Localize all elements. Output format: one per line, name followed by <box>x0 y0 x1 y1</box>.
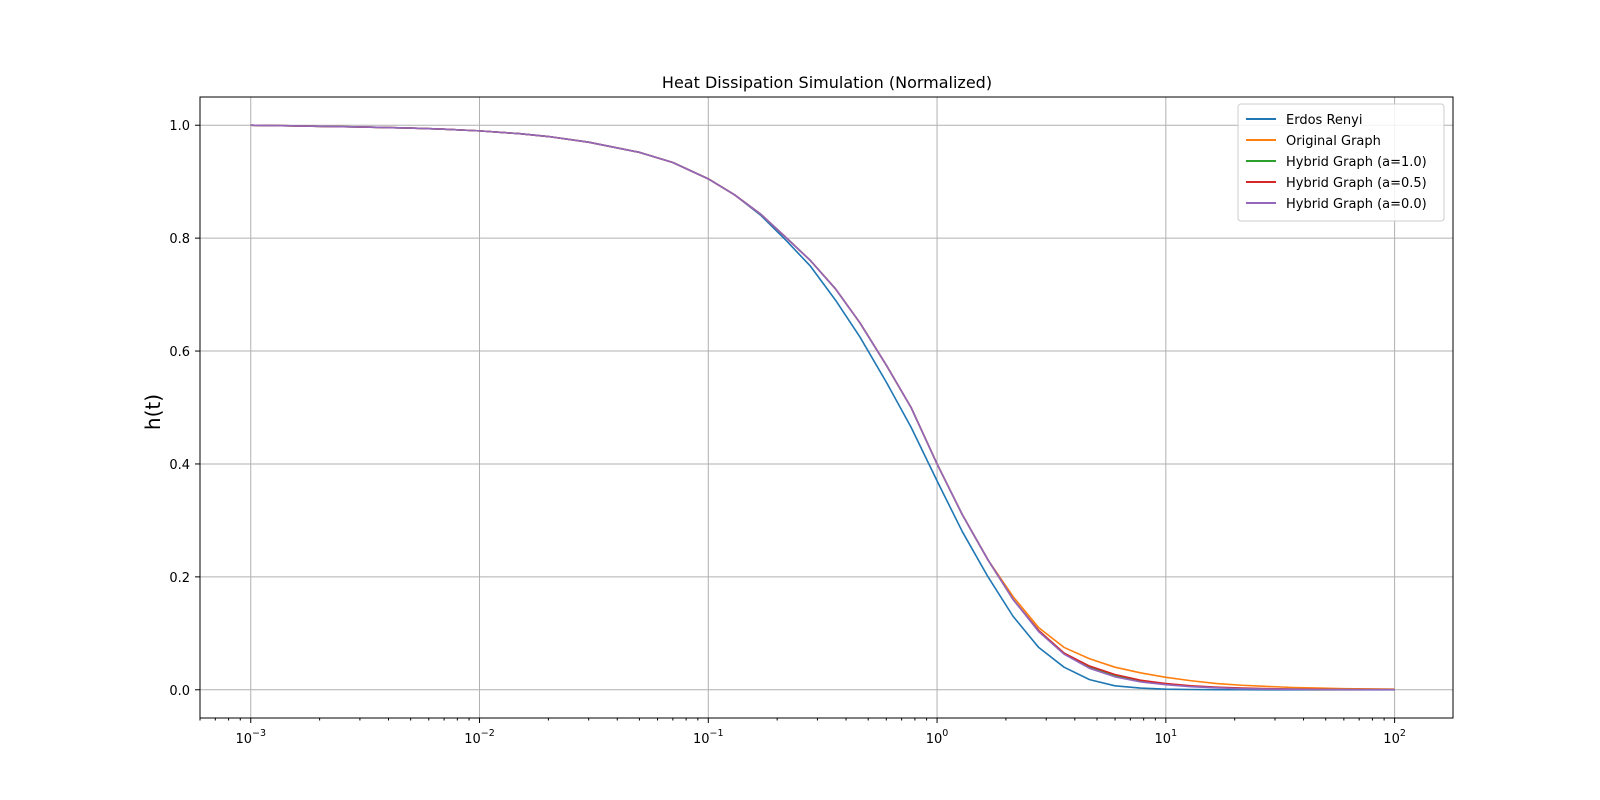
axes: 10−3 10−2 10−1 100 101 102 0.0 0.2 0.4 0.6 0.8 1.0 <box>169 96 1454 747</box>
x-tick-label: 101 <box>1155 728 1178 747</box>
plot-lines <box>250 124 1395 691</box>
legend-label: Original Graph <box>1286 134 1381 149</box>
legend-label: Hybrid Graph (a=0.0) <box>1286 197 1427 212</box>
y-axis-label: h(t) <box>141 394 165 430</box>
series-line-3 <box>250 124 1395 691</box>
x-tick-label: 100 <box>926 728 949 747</box>
series-line-1 <box>250 124 1395 691</box>
y-tick-label: 0.8 <box>169 232 190 247</box>
x-tick-label: 102 <box>1383 728 1406 747</box>
legend: Erdos Renyi Original Graph Hybrid Graph (a… <box>1237 103 1445 222</box>
series-line-5 <box>250 124 1395 691</box>
plot-frame <box>199 96 1454 719</box>
y-tick-label: 1.0 <box>169 119 190 134</box>
x-tick-label: 10−3 <box>235 728 266 747</box>
x-tick-label: 10−1 <box>693 728 724 747</box>
chart-title: Heat Dissipation Simulation (Normalized) <box>662 73 992 92</box>
y-tick-label: 0.4 <box>169 458 190 473</box>
legend-label: Hybrid Graph (a=0.5) <box>1286 176 1427 191</box>
y-tick-label: 0.6 <box>169 345 190 360</box>
y-tick-label: 0.0 <box>169 684 190 699</box>
series-line-4 <box>250 124 1395 691</box>
legend-label: Hybrid Graph (a=1.0) <box>1286 155 1427 170</box>
legend-label: Erdos Renyi <box>1286 113 1362 128</box>
y-tick-label: 0.2 <box>169 571 190 586</box>
series-line-2 <box>250 124 1395 691</box>
x-tick-label: 10−2 <box>464 728 495 747</box>
legend-box <box>1237 103 1445 222</box>
